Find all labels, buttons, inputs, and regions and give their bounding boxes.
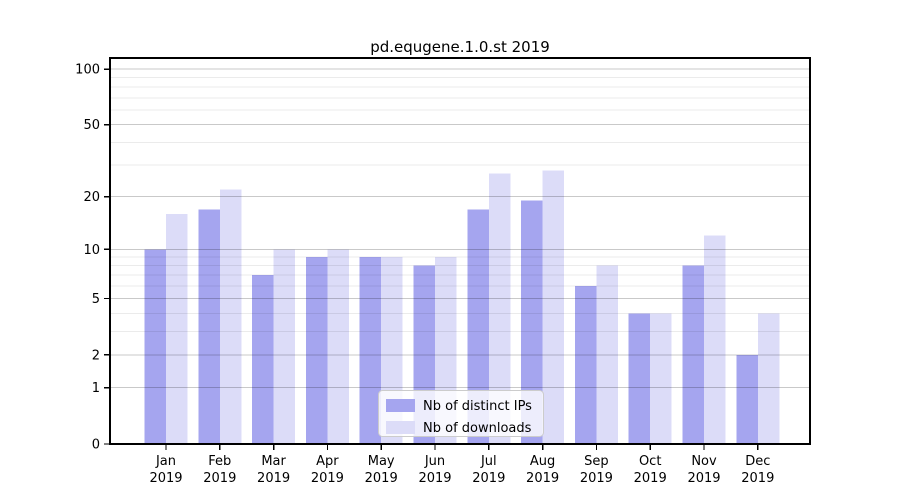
gridlines-layer [110, 68, 810, 389]
x-tick-label-month: Oct [639, 454, 661, 469]
x-tick-label-year: 2019 [472, 471, 505, 486]
bar-distinct-ips-Jul [467, 209, 489, 444]
bar-downloads-Nov [704, 235, 726, 444]
legend-swatch-distinct-ips [386, 399, 415, 412]
bar-distinct-ips-Aug [521, 200, 543, 444]
plot-frame [109, 57, 811, 445]
bars-layer [144, 170, 780, 445]
x-tick-label-month: Jan [155, 454, 176, 469]
x-tick-label-month: Dec [745, 454, 770, 469]
x-tick-label-month: Mar [261, 454, 286, 469]
legend-label-distinct-ips: Nb of distinct IPs [423, 399, 532, 414]
x-tick-label-year: 2019 [580, 471, 613, 486]
bar-distinct-ips-May [359, 257, 382, 444]
x-tick-label-year: 2019 [634, 471, 667, 486]
bar-downloads-Mar [273, 249, 296, 444]
y-tick-label: 5 [92, 292, 100, 307]
bar-distinct-ips-Dec [736, 354, 758, 444]
bar-downloads-Aug [542, 170, 565, 445]
y-tick-label: 1 [92, 381, 100, 396]
bar-distinct-ips-Feb [198, 209, 220, 444]
x-tick-label-month: May [368, 454, 395, 469]
x-tick-label-year: 2019 [149, 471, 182, 486]
x-tick-label-month: Nov [691, 454, 717, 469]
x-tick-label-year: 2019 [203, 471, 236, 486]
bar-downloads-Oct [650, 313, 672, 444]
x-tick-label-year: 2019 [741, 471, 774, 486]
bar-distinct-ips-Apr [305, 257, 328, 444]
legend-label-downloads: Nb of downloads [423, 421, 532, 436]
x-tick-label-month: Jun [424, 454, 445, 469]
bar-downloads-Sep [596, 265, 618, 444]
x-axis: Jan 2019 Feb 2019 Mar 2019 Apr 2019 May 2019 Jun 20… [149, 444, 774, 486]
chart-title: pd.equgene.1.0.st 2019 [370, 38, 550, 56]
bar-distinct-ips-Sep [574, 285, 597, 444]
legend-box [378, 390, 544, 437]
y-tick-label: 100 [75, 63, 100, 78]
x-tick-label-year: 2019 [257, 471, 290, 486]
x-tick-label-year: 2019 [418, 471, 451, 486]
x-tick-label-month: Feb [208, 454, 231, 469]
y-tick-label: 2 [92, 348, 100, 363]
x-tick-label-year: 2019 [365, 471, 398, 486]
bar-downloads-Apr [327, 249, 349, 444]
x-tick-label-month: Apr [316, 454, 339, 469]
bar-downloads-Dec [757, 313, 780, 444]
y-tick-label: 50 [83, 118, 100, 133]
bar-downloads-Jul [488, 173, 511, 444]
bar-downloads-Feb [219, 189, 242, 444]
bar-distinct-ips-Nov [682, 265, 704, 444]
bar-downloads-Jan [166, 213, 188, 444]
x-tick-label-month: Jul [480, 454, 497, 469]
x-tick-label-month: Aug [530, 454, 555, 469]
bar-distinct-ips-Jan [144, 249, 166, 444]
bar-distinct-ips-Mar [252, 275, 274, 444]
y-tick-label: 10 [83, 243, 100, 258]
y-axis: 0 1 2 5 10 20 50 100 [75, 63, 110, 453]
x-tick-label-year: 2019 [311, 471, 344, 486]
legend-swatch-downloads [386, 421, 415, 434]
y-tick-label: 20 [83, 190, 100, 205]
y-tick-label: 0 [92, 438, 100, 453]
bar-distinct-ips-Oct [628, 313, 651, 444]
x-tick-label-month: Sep [584, 454, 609, 469]
x-tick-label-year: 2019 [526, 471, 559, 486]
x-tick-label-year: 2019 [687, 471, 720, 486]
legend: Nb of distinct IPs Nb of downloads [378, 390, 544, 437]
